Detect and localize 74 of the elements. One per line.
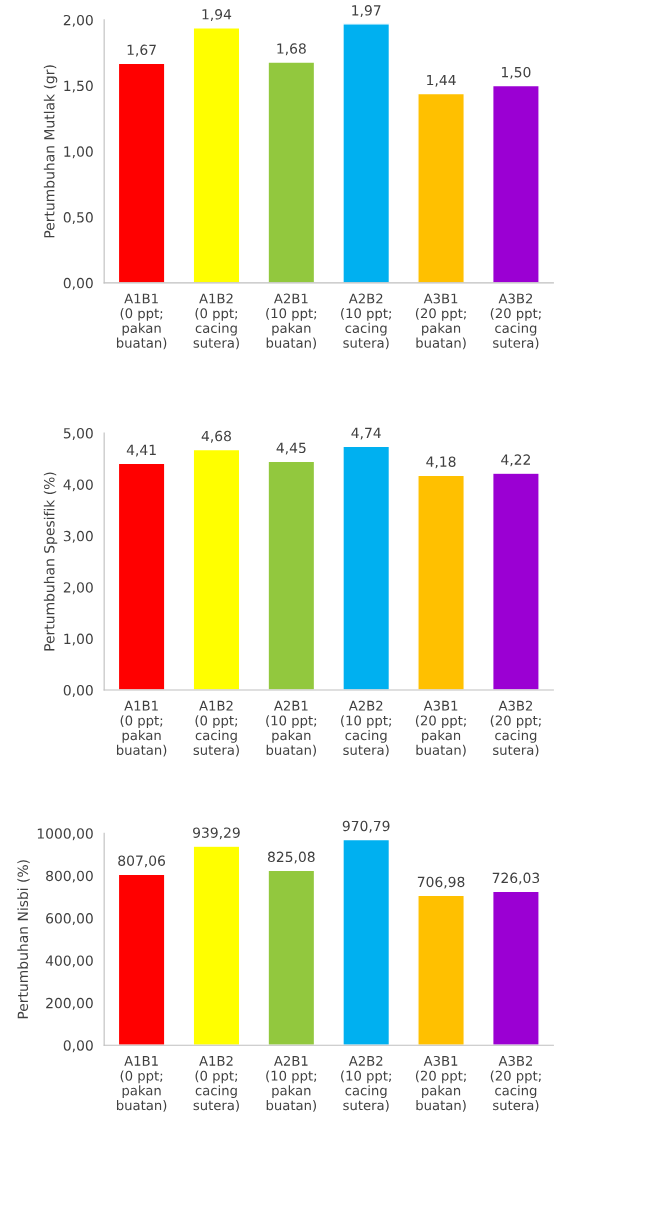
x-tick-label: A2B2 (10 ppt; cacing sutera) (341, 1055, 391, 1112)
y-tick-label: 0,00 (63, 1040, 93, 1053)
data-label: 807,06 (118, 855, 166, 868)
x-tick-label: A1B1 (0 ppt; pakan buatan) (116, 293, 167, 350)
y-tick-label: 1,00 (64, 146, 93, 159)
bar (417, 474, 465, 691)
bar (492, 472, 540, 691)
data-label: 4,68 (201, 430, 231, 443)
x-tick-label: A3B2 (20 ppt; cacing sutera) (490, 700, 541, 757)
bar (192, 448, 241, 691)
y-axis-title: Pertumbuhan Spesifik (%) (43, 472, 58, 651)
y-tick-label: 600,00 (46, 913, 93, 925)
data-label: 4,74 (351, 427, 381, 440)
y-tick-label: 0,00 (63, 277, 93, 290)
bar (117, 462, 166, 691)
data-label: 1,94 (202, 9, 232, 21)
bar (267, 460, 316, 691)
x-tick-label: A2B2 (10 ppt; cacing sutera) (341, 700, 391, 757)
y-tick-label: 0,50 (63, 212, 93, 225)
x-tick-label: A1B1 (0 ppt; pakan buatan) (116, 1056, 167, 1112)
x-tick-label: A2B1 (10 ppt; pakan buatan) (266, 1055, 317, 1112)
data-label: 1,67 (127, 44, 156, 57)
data-label: 4,45 (276, 442, 306, 455)
bar (192, 27, 241, 283)
x-tick-label: A3B2 (20 ppt; cacing sutera) (490, 293, 541, 350)
x-tick-label: A1B2 (0 ppt; cacing sutera) (193, 700, 239, 757)
y-axis-title: Pertumbuhan Nisbi (%) (17, 860, 30, 1019)
y-tick-label: 4,00 (63, 479, 93, 492)
bar (342, 445, 391, 691)
y-tick-label: 1,50 (64, 80, 93, 93)
data-label: 1,97 (352, 5, 381, 18)
bar (267, 869, 316, 1046)
x-tick-label: A1B1 (0 ppt; pakan buatan) (116, 700, 167, 757)
bar (117, 873, 166, 1046)
x-tick-label: A2B1 (10 ppt; pakan buatan) (266, 700, 317, 757)
data-label: 825,08 (267, 851, 315, 864)
data-label: 970,79 (342, 820, 390, 833)
bar (492, 84, 540, 283)
y-tick-label: 800,00 (46, 870, 93, 883)
y-tick-label: 1,00 (64, 633, 93, 646)
x-tick-label: A1B2 (0 ppt; cacing sutera) (193, 1055, 239, 1112)
x-tick-label: A3B1 (20 ppt; pakan buatan) (415, 1055, 466, 1112)
y-axis-title: Pertumbuhan Mutlak (gr) (43, 65, 58, 238)
bar (492, 890, 540, 1046)
data-label: 1,50 (501, 66, 531, 79)
x-tick-label: A3B2 (20 ppt; cacing sutera) (490, 1055, 541, 1112)
data-label: 1,44 (427, 74, 456, 87)
y-tick-label: 2,00 (63, 14, 93, 27)
data-label: 726,03 (492, 872, 540, 885)
bar (342, 838, 391, 1046)
x-tick-label: A3B1 (20 ppt; pakan buatan) (415, 293, 466, 350)
bar (417, 894, 465, 1046)
y-tick-label: 2,00 (63, 582, 93, 595)
y-tick-label: 5,00 (63, 428, 93, 440)
bar (342, 23, 391, 283)
data-label: 706,98 (417, 876, 465, 889)
data-label: 939,29 (193, 827, 240, 840)
y-tick-label: 400,00 (45, 955, 93, 968)
data-label: 1,68 (277, 43, 306, 56)
bar (417, 92, 465, 283)
y-tick-label: 3,00 (63, 530, 93, 543)
data-label: 4,41 (126, 444, 156, 457)
y-tick-label: 0,00 (63, 685, 93, 697)
y-tick-label: 200,00 (46, 997, 93, 1010)
y-tick-label: 1000,00 (37, 828, 93, 841)
x-tick-label: A1B2 (0 ppt; cacing sutera) (193, 293, 239, 350)
data-label: 4,18 (426, 456, 456, 469)
bar (117, 62, 166, 283)
bar (192, 845, 241, 1046)
x-tick-label: A2B2 (10 ppt; cacing sutera) (341, 293, 391, 350)
data-label: 4,22 (501, 454, 530, 467)
x-tick-label: A2B1 (10 ppt; pakan buatan) (266, 293, 317, 350)
x-tick-label: A3B1 (20 ppt; pakan buatan) (415, 700, 466, 757)
bar (267, 61, 316, 283)
